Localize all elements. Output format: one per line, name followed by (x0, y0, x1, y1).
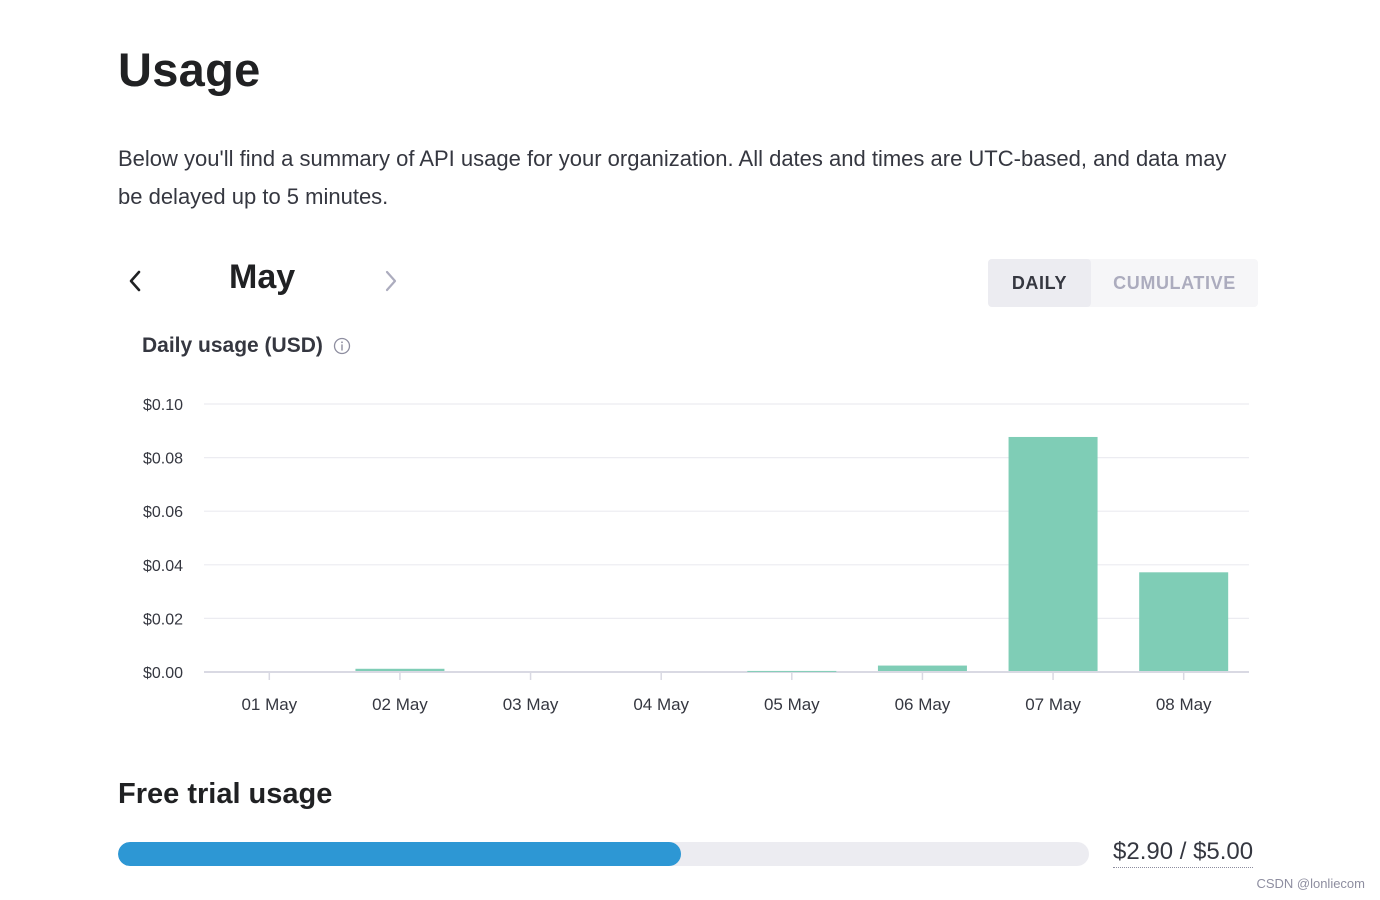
chart-title: Daily usage (USD) (142, 334, 351, 358)
daily-tab[interactable]: DAILY (988, 259, 1091, 307)
chevron-left-icon (129, 270, 141, 292)
x-tick-label: 08 May (1156, 695, 1212, 714)
y-tick-label: $0.04 (143, 558, 183, 575)
chart-title-text: Daily usage (USD) (142, 334, 323, 357)
page-description: Below you'll find a summary of API usage… (118, 146, 1227, 209)
next-month-button[interactable] (376, 264, 406, 298)
free-trial-title: Free trial usage (118, 778, 333, 810)
bar-07-may (1008, 436, 1098, 671)
month-label: May (229, 258, 296, 296)
previous-month-button[interactable] (120, 264, 150, 298)
x-tick-label: 03 May (503, 695, 559, 714)
bar-02-may (355, 668, 445, 671)
x-tick-label: 01 May (241, 695, 297, 714)
y-tick-label: $0.08 (143, 451, 183, 468)
info-icon[interactable] (333, 337, 351, 355)
y-tick-label: $0.02 (143, 611, 183, 628)
watermark: CSDN @lonliecom (1256, 876, 1365, 891)
x-tick-label: 04 May (633, 695, 689, 714)
y-tick-label: $0.10 (143, 397, 183, 414)
cumulative-tab[interactable]: CUMULATIVE (1113, 272, 1236, 293)
free-trial-amount[interactable]: $2.90 / $5.00 (1113, 838, 1254, 868)
y-tick-label: $0.00 (143, 665, 183, 682)
bar-08-may (1139, 572, 1229, 671)
x-tick-label: 05 May (764, 695, 820, 714)
free-trial-progress-bar (118, 842, 1089, 866)
x-tick-label: 06 May (895, 695, 951, 714)
daily-usage-chart: $0.00 $0.02 $0.04 $0.06 $0.08 $0.10 01 May 02 M… (143, 397, 1249, 714)
bar-05-may (747, 670, 837, 672)
free-trial-progress-fill (118, 842, 682, 866)
chevron-right-icon (385, 270, 397, 292)
view-toggle: DAILY CUMULATIVE (988, 259, 1258, 307)
x-tick-label: 02 May (372, 695, 428, 714)
y-tick-label: $0.06 (143, 504, 183, 521)
page-title: Usage (118, 43, 261, 96)
x-tick-label: 07 May (1025, 695, 1081, 714)
bar-06-may (877, 665, 967, 671)
